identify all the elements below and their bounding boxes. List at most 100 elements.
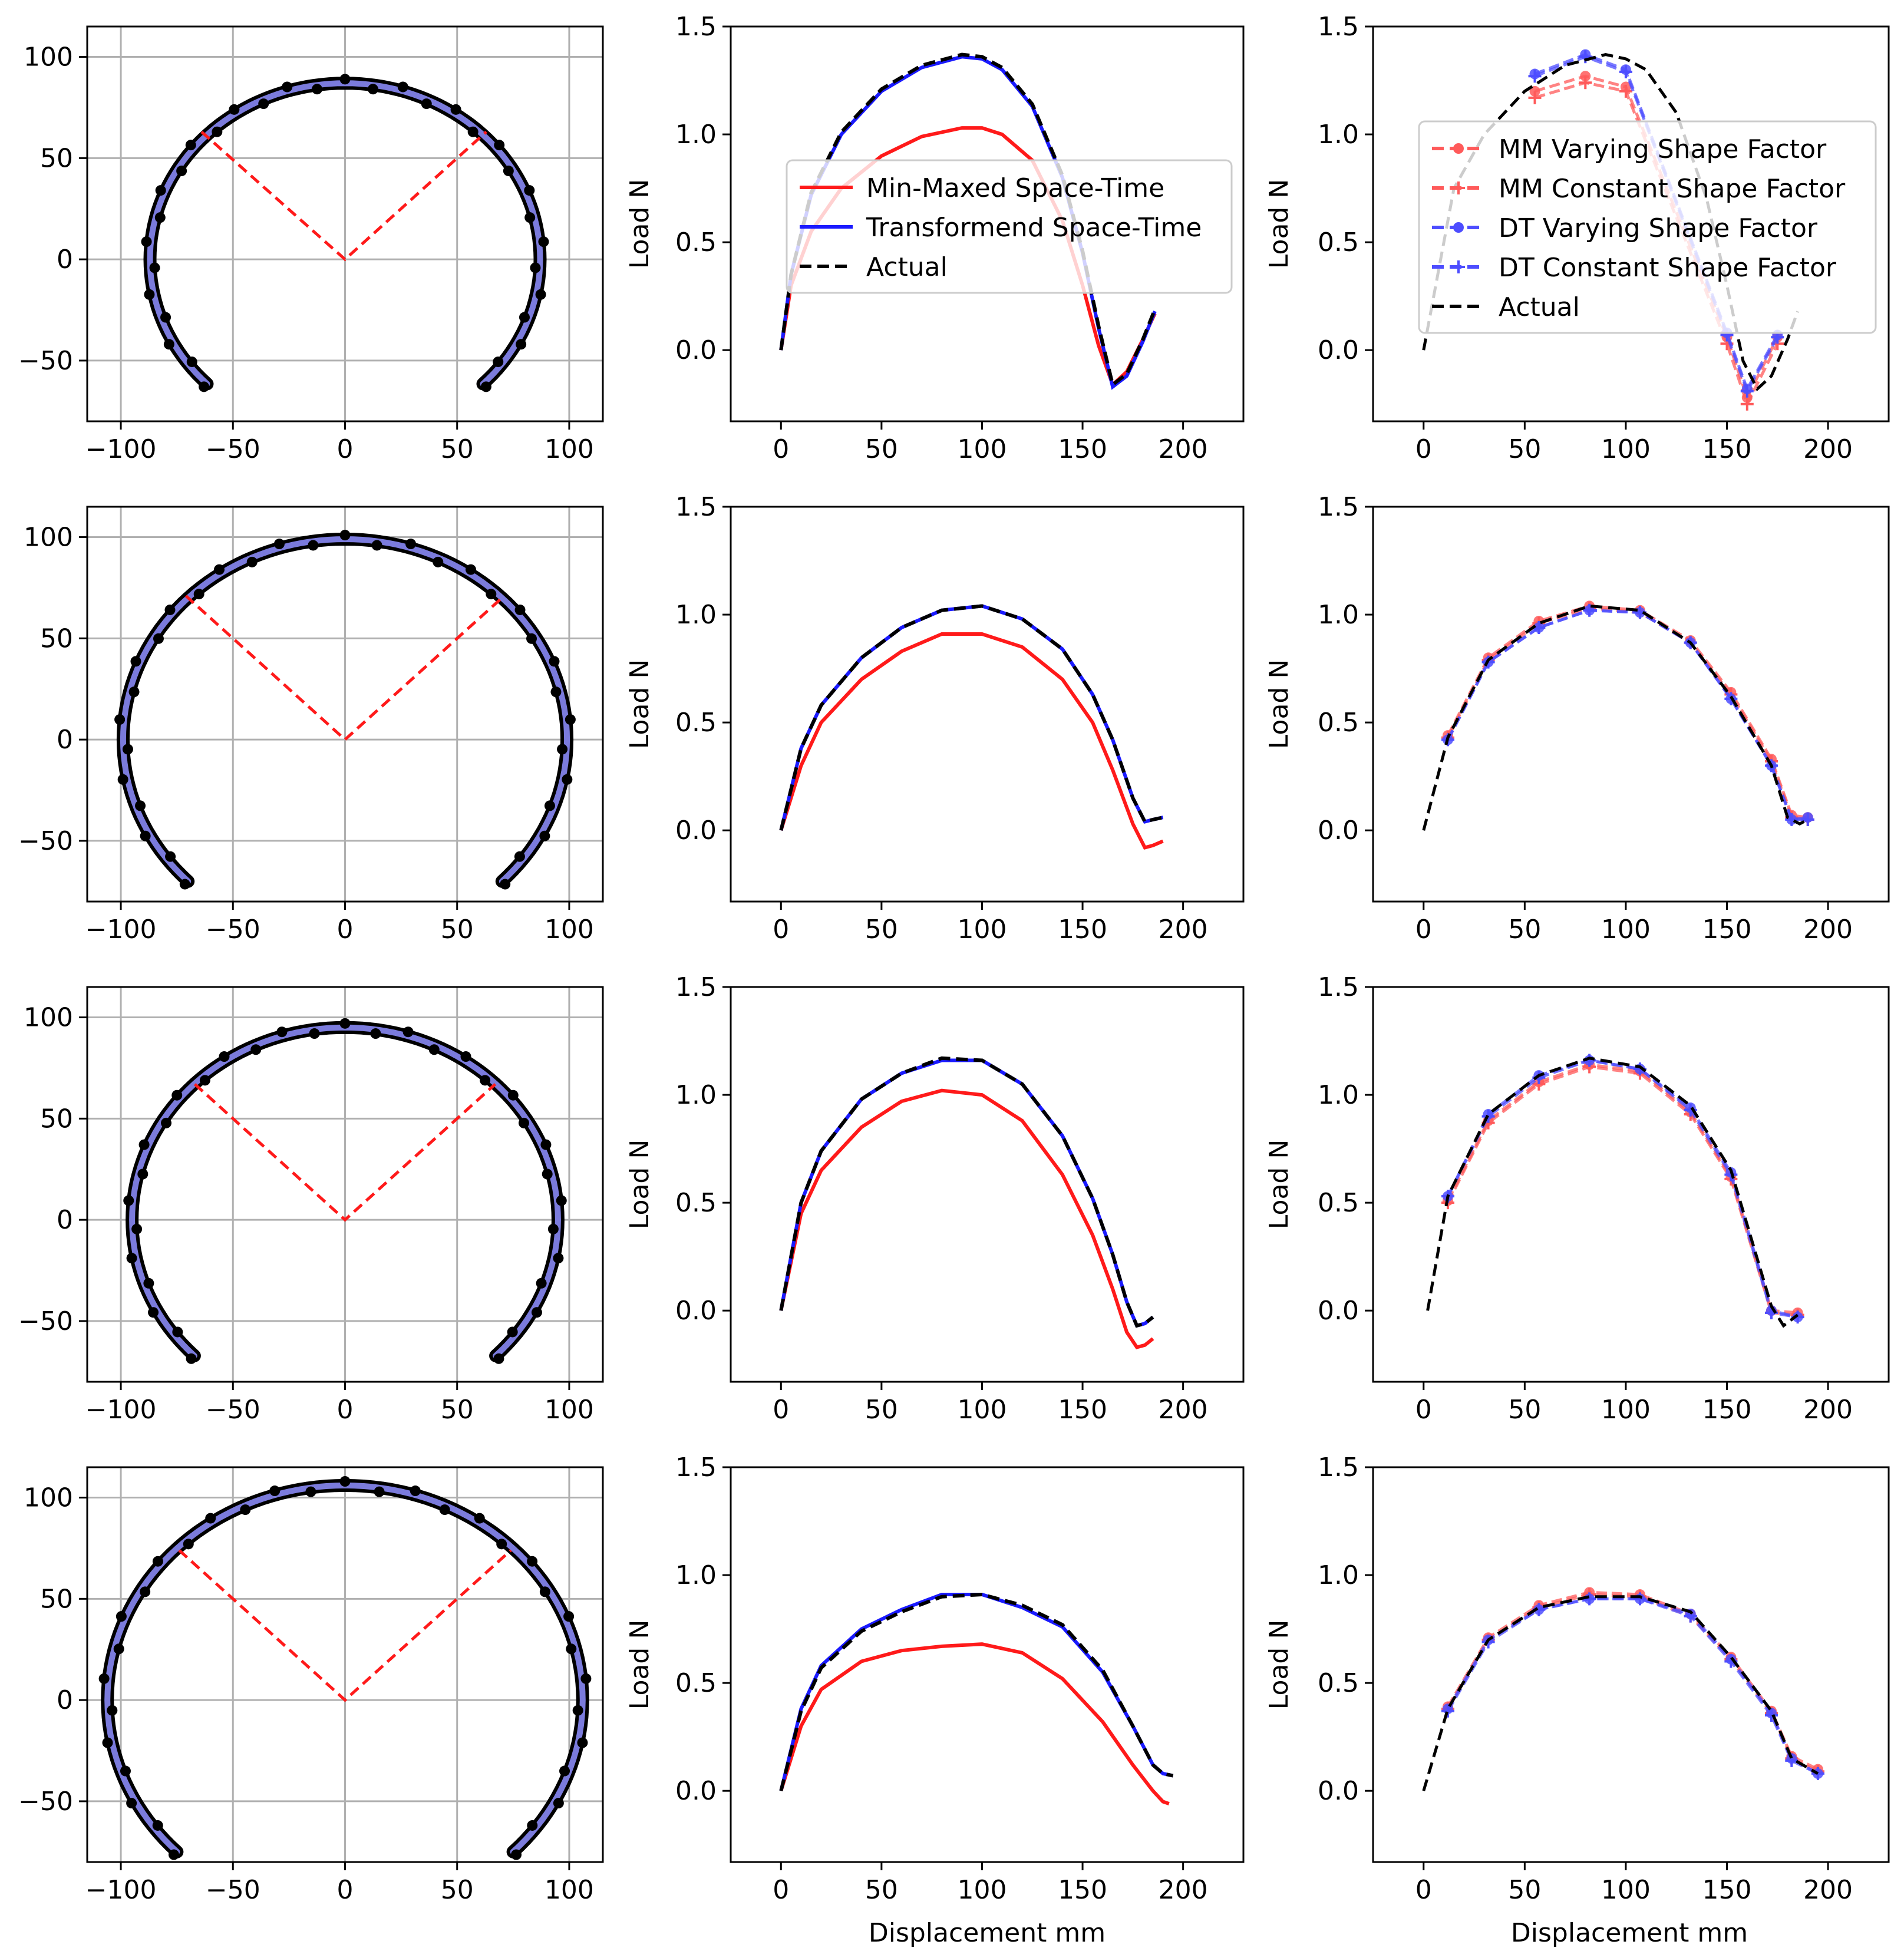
shape-0-ytick-label: 50: [40, 143, 73, 173]
marker-plus: [1619, 65, 1632, 78]
shape-node: [547, 1223, 559, 1234]
shape-node: [240, 1504, 251, 1516]
marker-plus: [1619, 84, 1632, 98]
shape-node: [536, 1277, 547, 1289]
shape-node: [308, 540, 319, 551]
load-1-ytick-label: 1.5: [675, 492, 717, 522]
shape-node: [527, 1556, 538, 1567]
shape-node: [205, 1513, 216, 1524]
shape-node: [276, 1026, 288, 1038]
legend-right-entry: DT Constant Shape Factor: [1499, 253, 1837, 283]
shape-node: [563, 1611, 575, 1622]
markers-2-ytick-label: 0.0: [1318, 1296, 1359, 1326]
shape-node: [421, 98, 432, 110]
marker-panel-row-3: 0 50 100 150 200 0.0 0.5 1.0 1.5 Load N: [1264, 1452, 1890, 1905]
shape-node: [126, 1798, 137, 1809]
shape-3-xtick-label: 0: [337, 1875, 354, 1905]
shape-node: [500, 879, 511, 890]
legend-middle-entry: Actual: [866, 252, 948, 282]
markers-0-xtick-label: 50: [1508, 434, 1541, 464]
shape-node: [269, 1485, 281, 1497]
shape-panel-row-1: −100 −50 0 50 100 −50 0 50 100: [18, 506, 604, 945]
markers-3-ytick-label: 0.5: [1318, 1668, 1359, 1698]
shape-node: [186, 1353, 197, 1364]
shape-0-frame: [86, 25, 604, 422]
shape-node: [161, 1117, 172, 1128]
marker-plus: [1801, 813, 1814, 826]
markers-1-ytick-label: 0.5: [1318, 708, 1359, 738]
markers-1-xtick-label: 100: [1601, 915, 1651, 945]
markers-1-ytick-label: 1.0: [1318, 600, 1359, 630]
shape-1-ytick-label: 0: [57, 725, 73, 755]
shape-node: [433, 556, 444, 567]
shape-0-ytick-label: 0: [57, 245, 73, 275]
shape-v-lines-row-3: [178, 1549, 512, 1702]
shape-node: [556, 1195, 567, 1206]
shape-3-xtick-label: 100: [545, 1875, 594, 1905]
shape-1-frame: [86, 506, 604, 903]
marker-plus: [1785, 813, 1799, 826]
legend-right: MM Varying Shape Factor MM Constant Shape…: [1418, 120, 1877, 334]
shape-node: [480, 381, 491, 392]
shape-node: [114, 714, 126, 725]
shape-node: [305, 1486, 316, 1497]
load-series-red-row-1: [779, 632, 1164, 850]
shape-node: [374, 1486, 385, 1497]
shape-node: [309, 1028, 320, 1039]
shape-node: [165, 851, 176, 862]
markers-ylabel-row-1: Load N: [1264, 659, 1294, 749]
markers-1-ytick-label: 0.0: [1318, 816, 1359, 846]
shape-node: [518, 1117, 529, 1128]
markers-2-xtick-label: 50: [1508, 1395, 1541, 1425]
markers-ylabel-row-2: Load N: [1264, 1140, 1294, 1229]
load-0-frame: [730, 25, 1245, 422]
shape-node: [135, 800, 146, 811]
load-series-red-row-3: [779, 1642, 1170, 1805]
shape-3-xtick-label: 50: [441, 1875, 474, 1905]
load-ylabel-row-3: Load N: [625, 1620, 655, 1709]
load-3-xtick-label: 50: [865, 1875, 898, 1905]
load-0-ytick-label: 1.0: [675, 120, 717, 150]
load-1-ytick-label: 0.5: [675, 708, 717, 738]
shape-3-ytick-label: 100: [24, 1483, 73, 1513]
load-ylabel-row-1: Load N: [625, 659, 655, 749]
legend-right-swatch-dot: [1453, 222, 1464, 233]
markers-3-xtick-label: 50: [1508, 1875, 1541, 1905]
markers-1-xtick-label: 200: [1803, 915, 1853, 945]
shape-node: [122, 744, 133, 755]
load-3-xtick-label: 150: [1058, 1875, 1107, 1905]
legend-middle-entry: Transformend Space-Time: [866, 213, 1202, 243]
shape-node: [540, 1139, 552, 1150]
shape-node: [493, 1353, 504, 1364]
load-1-ytick-label: 0.0: [675, 816, 717, 846]
shape-2-ytick-label: 0: [57, 1205, 73, 1235]
legend-right-box: [1418, 120, 1877, 334]
legend-middle-entry: Min-Maxed Space-Time: [866, 173, 1164, 203]
marker-series-line-row-3: [1422, 1595, 1819, 1791]
markers-0-ytick-label: 1.0: [1318, 120, 1359, 150]
load-0-ytick-label: 1.5: [675, 12, 717, 42]
legend-right-entry: MM Varying Shape Factor: [1499, 134, 1827, 164]
load-0-ytick-label: 0.0: [675, 335, 717, 365]
markers-0-ytick-label: 0.0: [1318, 335, 1359, 365]
shape-node: [553, 1798, 564, 1809]
shape-node: [120, 1765, 131, 1777]
shape-node: [246, 556, 258, 567]
marker-plus: [1579, 76, 1592, 90]
markers-3-ytick-label: 1.0: [1318, 1560, 1359, 1590]
markers-0-xtick-label: 200: [1803, 434, 1853, 464]
load-2-frame: [730, 986, 1245, 1383]
shape-panel-row-0: −100 −50 0 50 100 −50 0 50 100: [18, 25, 604, 464]
shape-node: [164, 604, 176, 615]
markers-3-xtick-label: 100: [1601, 1875, 1651, 1905]
shape-node: [493, 356, 504, 368]
shape-node: [549, 656, 560, 667]
shape-node: [339, 1476, 351, 1487]
shape-2-ytick-label: 50: [40, 1104, 73, 1134]
legend-right-swatch-plus: [1452, 181, 1465, 194]
legend-right-swatch-plus: [1452, 260, 1465, 273]
shape-node: [179, 879, 190, 890]
shape-node: [113, 1643, 124, 1655]
shape-node: [553, 1253, 564, 1264]
marker-plus: [1764, 1709, 1778, 1722]
